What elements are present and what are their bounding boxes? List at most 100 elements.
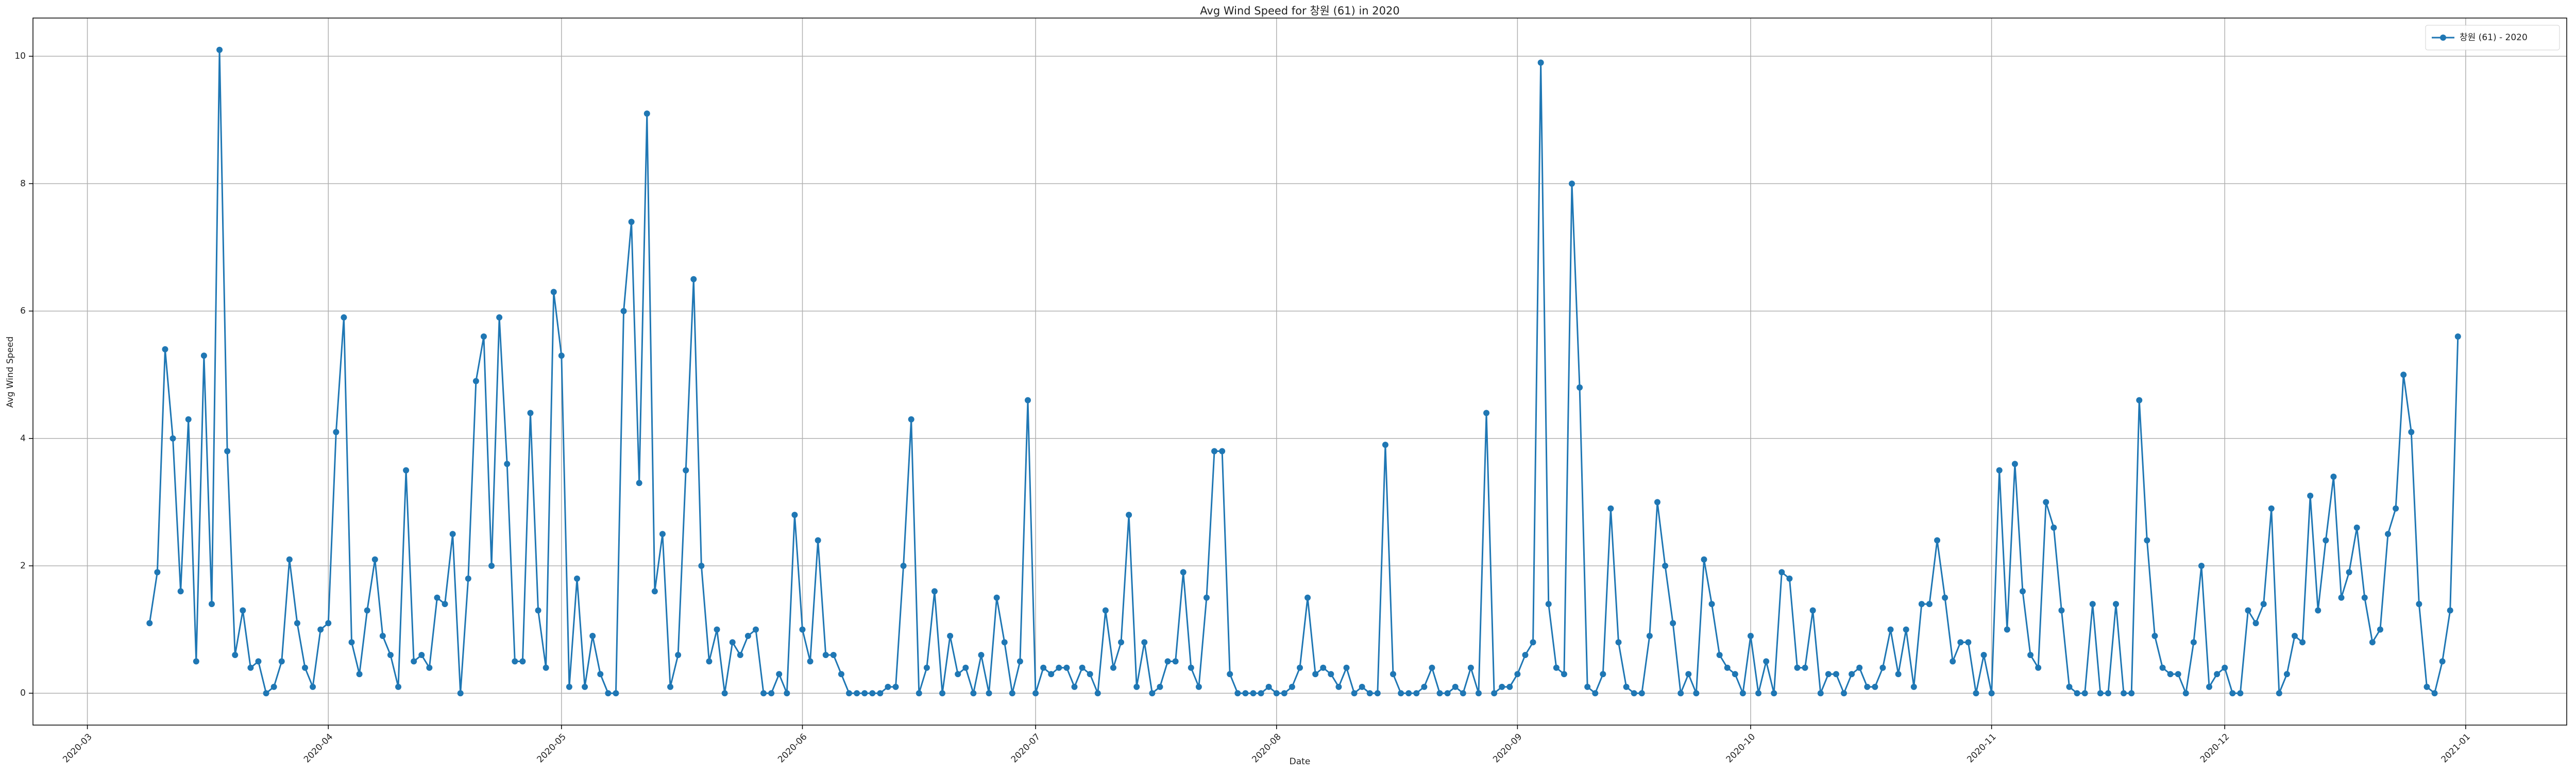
x-tick-label: 2021-01	[2439, 732, 2472, 765]
data-point	[1817, 690, 1824, 697]
data-point	[1522, 652, 1529, 659]
data-point	[255, 658, 262, 665]
x-tick-label: 2020-07	[1009, 732, 1042, 765]
data-point	[683, 467, 689, 474]
data-point	[1009, 690, 1015, 697]
data-point	[1879, 664, 1886, 671]
data-point	[1569, 180, 1575, 187]
x-tick-label: 2020-06	[776, 732, 809, 765]
legend-box	[2425, 25, 2560, 51]
data-point	[1374, 690, 1381, 697]
data-point	[729, 639, 736, 646]
data-point	[2385, 531, 2392, 537]
data-point	[737, 652, 743, 659]
data-point	[2136, 397, 2143, 404]
data-point	[1483, 410, 1490, 416]
data-point	[744, 632, 751, 639]
data-point	[2252, 620, 2259, 627]
data-point	[628, 219, 635, 225]
data-point	[379, 632, 386, 639]
data-point	[387, 652, 394, 659]
data-point	[986, 690, 992, 697]
data-point	[2408, 429, 2415, 435]
x-tick-label: 2020-08	[1250, 732, 1283, 765]
data-point	[1056, 664, 1062, 671]
data-point	[1584, 683, 1591, 690]
data-point	[1763, 658, 1770, 665]
data-point	[1895, 671, 1902, 678]
data-point	[978, 652, 985, 659]
data-point	[1087, 671, 1093, 678]
data-point	[993, 594, 1000, 601]
data-point	[2214, 671, 2221, 678]
data-point	[1794, 664, 1801, 671]
data-point	[472, 378, 479, 384]
data-point	[1739, 690, 1746, 697]
data-point	[2245, 607, 2251, 614]
data-point	[356, 671, 363, 678]
data-point	[2066, 683, 2073, 690]
data-point	[1864, 683, 1871, 690]
data-point	[442, 601, 448, 608]
data-point	[605, 690, 612, 697]
data-point	[752, 626, 759, 633]
data-point	[1024, 397, 1031, 404]
data-point	[2416, 601, 2422, 608]
data-point	[1537, 59, 1544, 66]
data-point	[970, 690, 977, 697]
data-point	[947, 632, 954, 639]
data-point	[1289, 683, 1295, 690]
data-point	[1872, 683, 1878, 690]
data-point	[1467, 664, 1474, 671]
data-point	[721, 690, 728, 697]
y-tick-label: 0	[20, 688, 26, 698]
data-point	[1561, 671, 1567, 678]
data-point	[1203, 594, 1210, 601]
data-point	[146, 620, 153, 627]
data-point	[2081, 690, 2088, 697]
data-point	[208, 601, 215, 608]
data-point	[1965, 639, 1972, 646]
data-point	[2439, 658, 2446, 665]
data-point	[2353, 524, 2360, 531]
data-point	[1724, 664, 1731, 671]
data-point	[395, 683, 402, 690]
y-tick-label: 6	[20, 306, 26, 316]
data-point	[1320, 664, 1327, 671]
x-tick-label: 2020-05	[535, 732, 568, 765]
data-point	[434, 594, 440, 601]
data-point	[2175, 671, 2181, 678]
data-point	[1708, 601, 1715, 608]
data-point	[1670, 620, 1676, 627]
data-point	[636, 480, 642, 486]
data-point	[1631, 690, 1637, 697]
data-point	[1304, 594, 1311, 601]
x-tick-label: 2020-03	[61, 732, 94, 765]
data-point	[1499, 683, 1505, 690]
data-point	[2128, 690, 2135, 697]
data-point	[1281, 690, 1287, 697]
data-point	[939, 690, 946, 697]
x-tick-label: 2020-12	[2198, 732, 2231, 765]
data-point	[310, 683, 316, 690]
data-point	[768, 690, 775, 697]
data-point	[2330, 473, 2337, 480]
data-point	[1032, 690, 1039, 697]
chart-title: Avg Wind Speed for 창원 (61) in 2020	[1200, 5, 1399, 17]
data-point	[465, 575, 471, 582]
data-point	[1188, 664, 1194, 671]
data-point	[403, 467, 410, 474]
data-point	[1677, 690, 1684, 697]
data-point	[263, 690, 269, 697]
data-point	[1149, 690, 1156, 697]
data-point	[1157, 683, 1163, 690]
data-point	[527, 410, 534, 416]
data-point	[480, 333, 487, 340]
data-point	[1141, 639, 1148, 646]
data-point	[2027, 652, 2034, 659]
data-point	[1623, 683, 1630, 690]
data-point	[613, 690, 619, 697]
data-point	[2151, 632, 2158, 639]
data-point	[1856, 664, 1863, 671]
data-point	[1063, 664, 1070, 671]
